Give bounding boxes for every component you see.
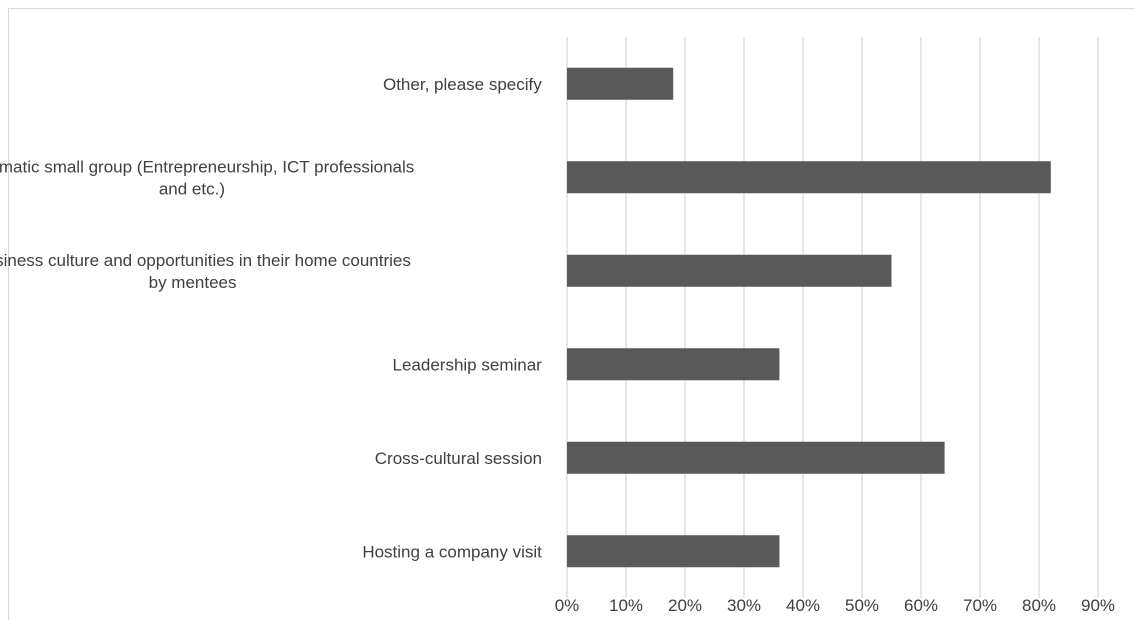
bar	[567, 254, 892, 287]
bars	[567, 67, 1051, 568]
gridlines	[566, 37, 1099, 598]
bar	[567, 161, 1051, 194]
x-tick-labels: 0% 10% 20% 30% 40% 50% 60% 70% 80% 90%	[555, 596, 1115, 615]
category-label-line: Leadership seminar	[393, 355, 543, 374]
category-label-line: Business culture and opportunities in th…	[0, 251, 411, 270]
bar	[567, 441, 945, 474]
x-tick-label: 30%	[727, 596, 761, 615]
x-tick-label: 0%	[555, 596, 580, 615]
x-tick-label: 40%	[786, 596, 820, 615]
category-labels: Other, please specify Thematic small grou…	[0, 75, 542, 562]
category-label-line: Other, please specify	[383, 75, 542, 94]
x-tick-label: 80%	[1022, 596, 1056, 615]
category-label: Thematic small group (Entrepreneurship, …	[0, 157, 414, 198]
category-label: Leadership seminar	[393, 355, 543, 374]
category-label-line: Thematic small group (Entrepreneurship, …	[0, 157, 414, 176]
x-tick-label: 90%	[1081, 596, 1115, 615]
category-label-line: and etc.)	[159, 179, 225, 198]
category-label: Business culture and opportunities in th…	[0, 251, 411, 292]
x-tick-label: 70%	[963, 596, 997, 615]
chart-frame	[8, 8, 1135, 620]
x-tick-label: 20%	[668, 596, 702, 615]
category-label: Other, please specify	[383, 75, 542, 94]
bar	[567, 67, 674, 100]
category-label-line: Hosting a company visit	[362, 542, 542, 561]
category-label: Hosting a company visit	[362, 542, 542, 561]
category-label: Cross-cultural session	[375, 449, 542, 468]
x-tick-label: 50%	[845, 596, 879, 615]
bar	[567, 535, 780, 568]
bar	[567, 348, 780, 381]
category-label-line: Cross-cultural session	[375, 449, 542, 468]
category-label-line: by mentees	[149, 273, 237, 292]
x-tick-label: 60%	[904, 596, 938, 615]
x-tick-label: 10%	[609, 596, 643, 615]
